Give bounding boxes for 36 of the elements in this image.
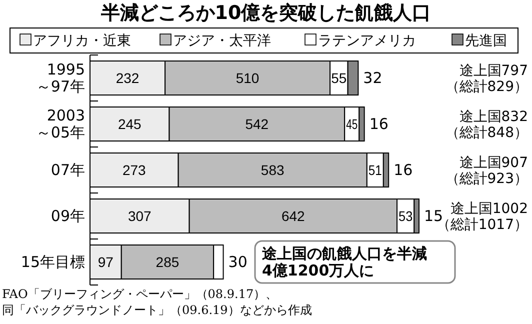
legend-label: 先進国 [465,33,507,49]
data-label: 97 [98,254,114,270]
annotation: 途上国の飢餓人口を半減 4億1200万人に [261,244,427,280]
legend-label: ラテンアメリカ [318,33,416,49]
data-label: 273 [122,162,146,178]
data-label: 32 [363,69,382,87]
data-label: 510 [236,70,260,86]
data-label: 53 [398,208,414,224]
data-label: 245 [118,116,142,132]
data-label: 542 [245,116,269,132]
y-tick-label: 15年目標 [20,253,85,271]
text: FAO「ブリーフィング・ペーパー」（08.9.17）、 [2,287,278,301]
text: 途上国907 （総計923） [445,154,528,188]
data-label: 16 [394,161,413,179]
data-label: 232 [116,70,140,86]
legend-label: アジア・太平洋 [173,33,271,49]
data-label: 16 [369,115,388,133]
data-label: 15 [424,207,444,225]
text: 途上国832 （総計848） [445,108,528,142]
chart-title: 半減どころか10億を突破した飢餓人口 [100,2,432,24]
y-tick-label: 2003 ～05年 [36,106,85,142]
data-label: 307 [128,208,152,224]
y-tick-label: 07年 [50,161,85,179]
data-label: 583 [260,162,285,178]
text: 同「バックグラウンドノート」（09.6.19）などから作成 [2,303,312,317]
y-tick-label: 1995 ～97年 [36,60,85,96]
callout: 途上国の飢餓人口を半減 4億1200万人に [254,240,456,284]
data-label: 55 [331,70,347,86]
data-label: 51 [368,162,384,178]
data-label: 642 [281,208,306,224]
text: 途上国797 （総計829） [445,62,528,96]
data-label: 30 [228,253,248,271]
legend-label: アフリカ・近東 [33,33,131,49]
data-label: 285 [156,254,180,270]
data-label: 45 [346,116,362,132]
y-tick-label: 09年 [50,207,85,225]
